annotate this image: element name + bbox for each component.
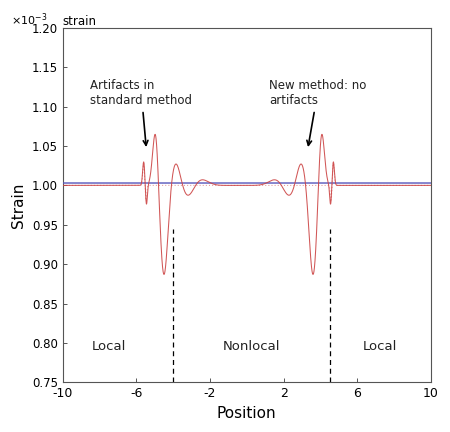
Text: Local: Local [363,340,397,353]
Text: New method: no
artifacts: New method: no artifacts [269,79,366,145]
Text: $\times10^{-3}$: $\times10^{-3}$ [11,11,47,28]
Text: Nonlocal: Nonlocal [223,340,280,353]
Text: strain: strain [63,15,97,28]
Text: Local: Local [91,340,126,353]
X-axis label: Position: Position [217,406,277,421]
Y-axis label: Strain: Strain [11,182,26,228]
Text: Artifacts in
standard method: Artifacts in standard method [90,79,192,145]
